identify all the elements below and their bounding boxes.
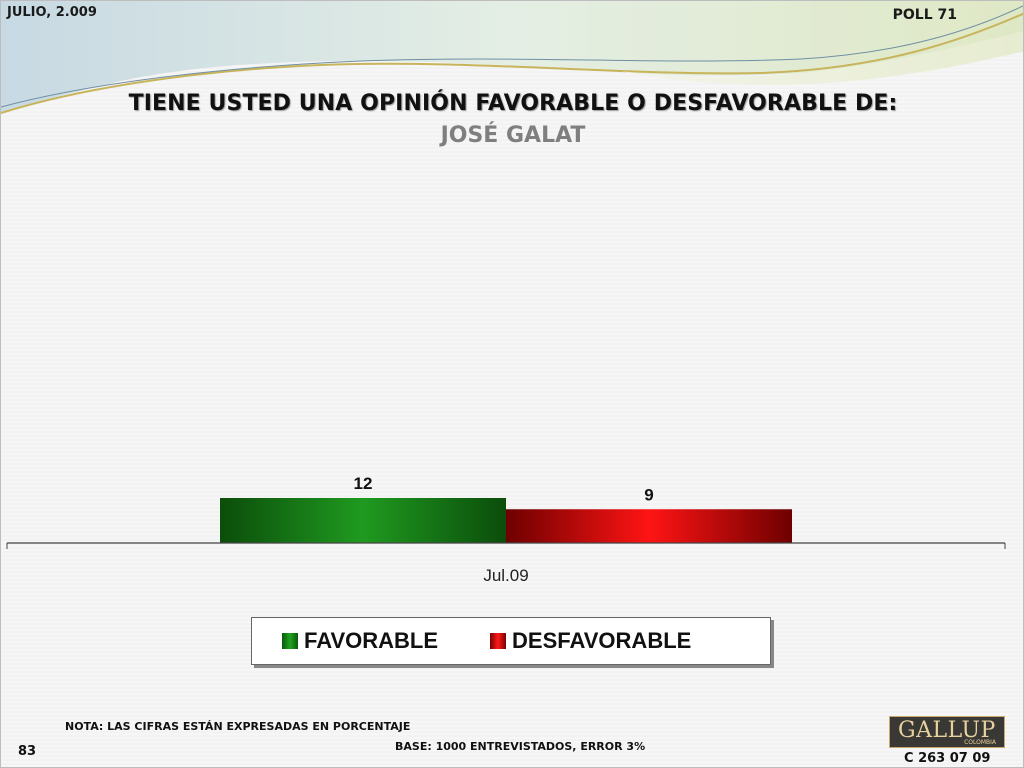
document-code: C 263 07 09: [904, 751, 991, 766]
logo-text: GALLUP: [898, 718, 996, 743]
chart-legend: FAVORABLE DESFAVORABLE: [251, 617, 771, 665]
logo-subtext: COLOMBIA: [964, 739, 996, 746]
chart-title: TIENE USTED UNA OPINIÓN FAVORABLE O DESF…: [128, 91, 898, 116]
data-label-desfavorable: 9: [644, 485, 653, 504]
report-date: JULIO, 2.009: [7, 5, 97, 20]
gallup-logo: GALLUP COLOMBIA: [889, 716, 1005, 748]
sample-base-note: BASE: 1000 ENTREVISTADOS, ERROR 3%: [395, 740, 646, 753]
legend-swatch-desfavorable: [490, 633, 507, 649]
page-number: 83: [18, 744, 37, 759]
poll-number: POLL 71: [892, 7, 957, 23]
legend-label-favorable: FAVORABLE: [304, 628, 439, 653]
legend-label-desfavorable: DESFAVORABLE: [512, 628, 692, 653]
data-label-favorable: 12: [354, 474, 373, 493]
bar-desfavorable: [506, 509, 792, 543]
bar-chart: 12 9 Jul.09: [6, 474, 1006, 585]
bar-favorable: [220, 498, 506, 543]
footnote: NOTA: LAS CIFRAS ESTÁN EXPRESADAS EN POR…: [65, 720, 411, 733]
legend-swatch-favorable: [282, 633, 298, 649]
legend-item-favorable: FAVORABLE: [282, 628, 438, 654]
header-wave-decoration: [1, 1, 1023, 114]
legend-item-desfavorable: DESFAVORABLE: [490, 628, 691, 654]
chart-subtitle: JOSÉ GALAT: [440, 123, 586, 148]
x-tick-label: Jul.09: [483, 566, 528, 585]
